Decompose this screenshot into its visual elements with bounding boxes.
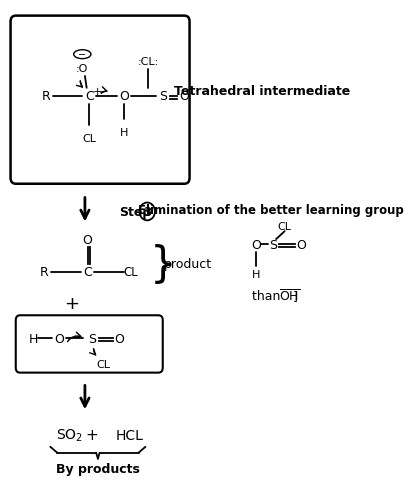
Text: O: O <box>54 332 64 345</box>
Text: :O: :O <box>76 64 89 74</box>
Text: Elimination of the better learning group: Elimination of the better learning group <box>138 203 404 216</box>
Text: ]: ] <box>293 290 298 303</box>
Text: :CL:: :CL: <box>137 57 158 67</box>
Text: +: + <box>93 87 103 97</box>
FancyBboxPatch shape <box>10 17 190 184</box>
Text: $\mathrm{SO_2}$: $\mathrm{SO_2}$ <box>57 427 84 443</box>
Text: H: H <box>28 332 38 345</box>
Text: }: } <box>150 243 176 285</box>
Text: O: O <box>83 233 92 246</box>
Text: +: + <box>85 427 98 442</box>
Text: By products: By products <box>56 462 140 475</box>
Text: H: H <box>252 269 260 279</box>
Text: S: S <box>88 332 96 345</box>
Text: +: + <box>64 295 79 313</box>
Text: O: O <box>296 238 306 251</box>
Text: CL: CL <box>96 359 110 369</box>
Text: O: O <box>251 238 261 251</box>
Text: O: O <box>119 90 129 103</box>
Text: Tetrahedral intermediate: Tetrahedral intermediate <box>174 85 350 98</box>
Text: than: than <box>252 290 284 303</box>
Text: Step: Step <box>119 205 152 218</box>
Text: −: − <box>78 50 87 60</box>
Text: CL: CL <box>124 266 138 279</box>
Text: 3: 3 <box>143 205 151 218</box>
Text: R: R <box>40 266 49 279</box>
Text: $\overline{\rm OH}$: $\overline{\rm OH}$ <box>280 288 301 304</box>
Text: HCL: HCL <box>115 428 143 442</box>
Text: CL: CL <box>277 222 292 232</box>
FancyBboxPatch shape <box>16 316 163 373</box>
Text: S: S <box>270 238 277 251</box>
Text: H: H <box>120 128 128 138</box>
Text: CL: CL <box>82 134 96 144</box>
Text: O: O <box>179 90 189 103</box>
Text: R: R <box>42 90 50 103</box>
Text: C: C <box>85 90 94 103</box>
Text: O: O <box>114 332 124 345</box>
Text: product: product <box>163 258 212 271</box>
Text: C: C <box>83 266 92 279</box>
Text: S: S <box>159 90 167 103</box>
